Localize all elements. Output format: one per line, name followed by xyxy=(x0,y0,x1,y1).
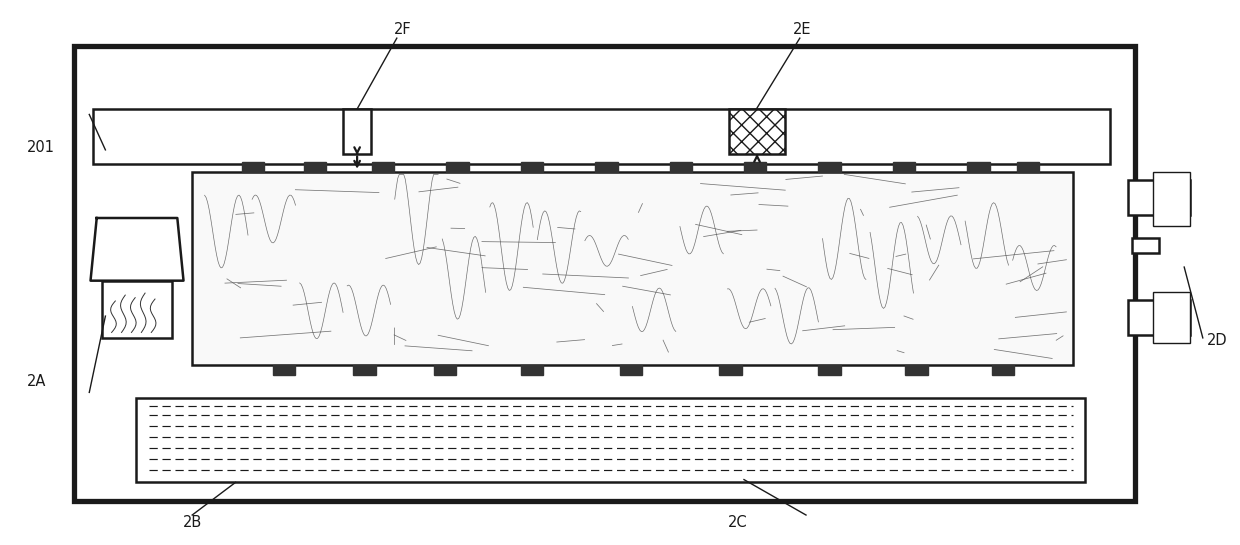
Bar xyxy=(102,281,172,338)
Bar xyxy=(744,162,766,172)
Text: 2C: 2C xyxy=(728,514,748,530)
Bar xyxy=(1132,238,1159,253)
Bar xyxy=(992,365,1014,375)
Text: 2F: 2F xyxy=(394,22,412,38)
Bar xyxy=(1017,162,1039,172)
Bar xyxy=(1153,292,1190,343)
Bar xyxy=(818,162,841,172)
Bar xyxy=(595,162,618,172)
Text: 201: 201 xyxy=(27,140,56,155)
Bar xyxy=(304,162,326,172)
Bar xyxy=(343,109,371,154)
Bar xyxy=(74,46,1135,501)
Text: 2D: 2D xyxy=(1207,333,1228,348)
Bar xyxy=(670,162,692,172)
Bar xyxy=(967,162,990,172)
Bar xyxy=(729,109,785,154)
Bar xyxy=(353,365,376,375)
Bar xyxy=(521,162,543,172)
Bar xyxy=(446,162,469,172)
Bar xyxy=(620,365,642,375)
Bar xyxy=(1128,180,1190,215)
Bar xyxy=(729,109,785,154)
Bar xyxy=(818,365,841,375)
Bar xyxy=(719,365,742,375)
Bar xyxy=(1153,172,1190,226)
Bar xyxy=(905,365,928,375)
Text: 2E: 2E xyxy=(794,22,811,38)
Bar xyxy=(521,365,543,375)
Bar xyxy=(1128,300,1190,335)
Polygon shape xyxy=(91,218,184,281)
Bar xyxy=(136,398,1085,482)
Bar xyxy=(242,162,264,172)
Text: 2A: 2A xyxy=(27,374,47,389)
Bar xyxy=(893,162,915,172)
Bar xyxy=(93,109,1110,164)
Bar xyxy=(434,365,456,375)
Bar xyxy=(192,172,1073,365)
Bar xyxy=(273,365,295,375)
Text: 2B: 2B xyxy=(182,514,202,530)
Bar xyxy=(372,162,394,172)
